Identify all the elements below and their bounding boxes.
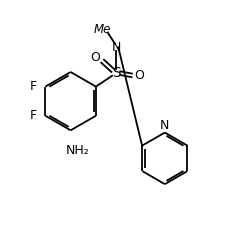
Text: F: F xyxy=(29,80,36,93)
Text: O: O xyxy=(90,51,100,64)
Text: F: F xyxy=(29,109,36,122)
Text: N: N xyxy=(160,119,170,132)
Text: S: S xyxy=(112,66,120,80)
Text: NH₂: NH₂ xyxy=(66,144,89,157)
Text: Me: Me xyxy=(94,23,111,36)
Text: O: O xyxy=(135,69,145,82)
Text: N: N xyxy=(111,41,121,54)
